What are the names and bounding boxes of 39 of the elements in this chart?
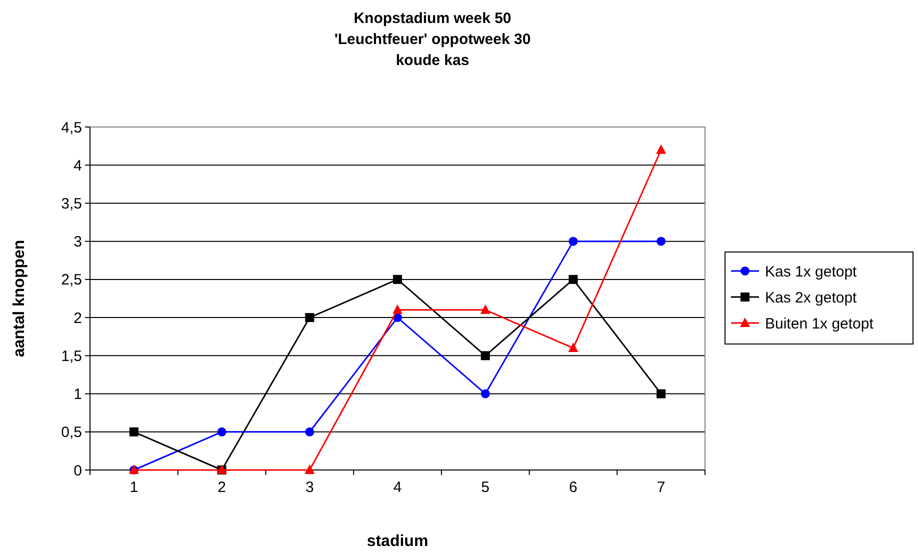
point (568, 236, 578, 246)
point (480, 389, 490, 398)
x-tick-label: 6 (569, 479, 578, 496)
point (304, 464, 315, 474)
x-axis-title: stadium (366, 533, 428, 550)
point (392, 304, 402, 314)
legend-label: Kas 1x getopt (765, 263, 858, 280)
x-tick-label: 5 (481, 479, 490, 496)
point (568, 342, 578, 352)
point (393, 274, 402, 284)
point (656, 144, 666, 154)
point (480, 304, 490, 314)
x-tick-label: 1 (130, 479, 138, 496)
point (568, 274, 578, 284)
point (305, 427, 314, 436)
x-tick-label: 7 (656, 479, 666, 496)
x-tick-label: 3 (305, 479, 314, 496)
legend-label: Buiten 1x getopt (765, 315, 874, 332)
x-tick-label: 4 (393, 479, 402, 496)
y-axis-title: aantal knoppen (11, 240, 28, 358)
y-tick-label: 1 (74, 386, 82, 404)
point (480, 351, 490, 360)
point (129, 427, 138, 436)
y-tick-label: 2 (74, 310, 82, 327)
y-tick-label: 2,5 (61, 272, 82, 289)
chart-title: Knopstadium week 50 'Leuchtfeuer' oppotweek 30 koude kas (334, 10, 531, 69)
point (656, 236, 666, 246)
y-tick-label: 3,5 (61, 195, 82, 212)
y-tick-label: 4 (74, 157, 82, 174)
y-tick-label: 0 (74, 462, 82, 480)
point (656, 389, 666, 398)
y-tick-label: 0,5 (61, 424, 82, 442)
point (305, 313, 314, 322)
point (217, 427, 226, 436)
legend-label: Kas 2x getopt (765, 289, 858, 306)
x-tick-label: 2 (218, 479, 226, 496)
y-tick-label: 1,5 (61, 348, 82, 365)
y-tick-label: 4,5 (61, 119, 82, 136)
y-tick-label: 3 (74, 234, 82, 251)
